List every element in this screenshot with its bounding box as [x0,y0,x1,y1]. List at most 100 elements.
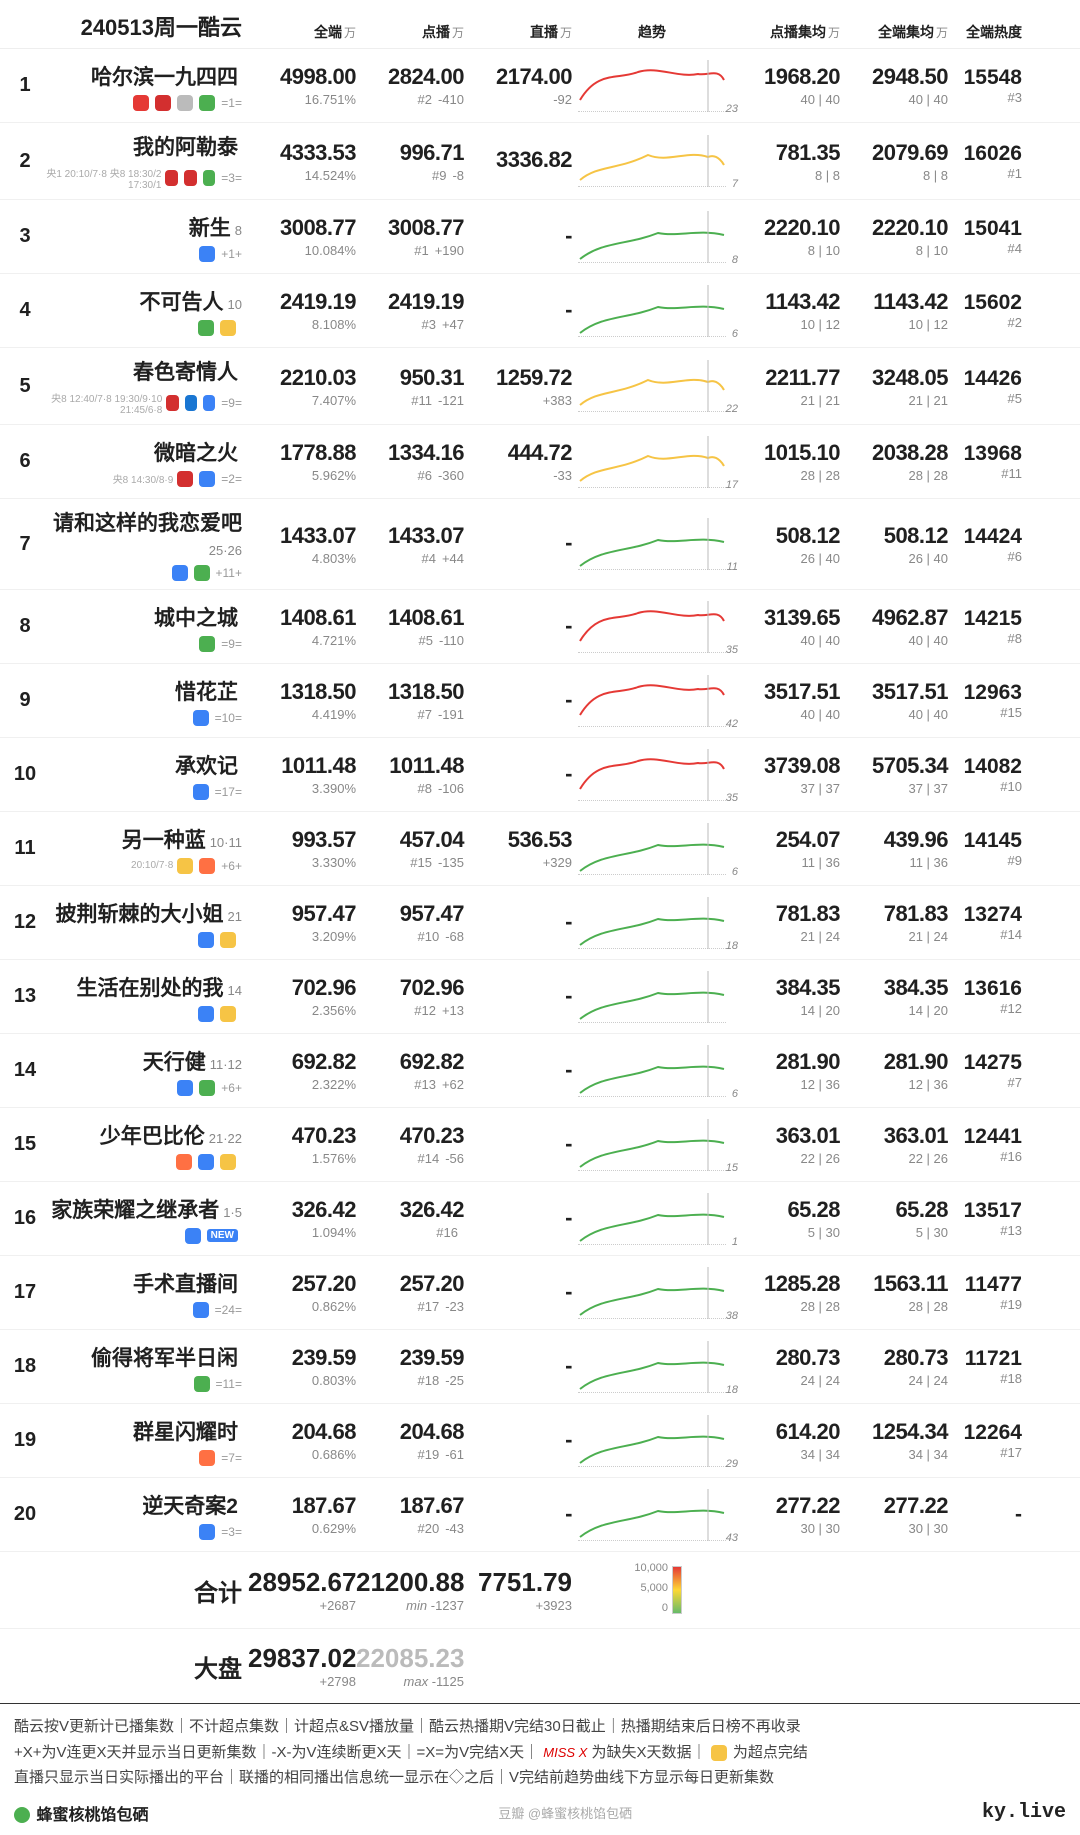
trend-sparkline: 8 [578,211,726,263]
table-row: 5 春色寄情人 央8 12:40/7·8 19:30/9·10 21:45/6·… [0,348,1080,425]
trend-sparkline: 23 [578,60,726,112]
table-row: 11 另一种蓝10·11 20:10/7·8+6+ 993.573.330% 4… [0,812,1080,886]
db-value: 457.04 [356,827,464,853]
dbjj-value: 3739.08 [732,753,840,779]
table-row: 7 请和这样的我恋爱吧25·26 +11+ 1433.074.803% 1433… [0,499,1080,590]
trend-sparkline: 38 [578,1267,726,1319]
heat-value: - [948,1503,1022,1527]
platform-icon [203,170,216,186]
col-db: 点播 [422,24,450,40]
qdjj-value: 2038.28 [840,440,948,466]
heat-value: 11477 [948,1273,1022,1297]
qdjj-value: 5705.34 [840,753,948,779]
trend-sparkline: 35 [578,601,726,653]
rank-number: 9 [8,672,42,729]
market-row: 大盘 29837.02+2798 22085.23max -1125 [0,1629,1080,1703]
heat-value: 13517 [948,1199,1022,1223]
platform-icon [199,1080,215,1096]
db-value: 1408.61 [356,605,464,631]
col-dbjj: 点播集均 [770,24,826,40]
db-value: 957.47 [356,901,464,927]
footer-notes: 酷云按V更新计已播集数｜不计超点集数｜计超点&SV播放量｜酷云热播期V完结30日… [0,1703,1080,1797]
qd-value: 993.57 [248,827,356,853]
zb-value: - [464,909,572,935]
heat-value: 14275 [948,1051,1022,1075]
dbjj-value: 277.22 [732,1493,840,1519]
rank-number: 11 [8,820,42,877]
ranking-table: 240513周一酷云 全端万 点播万 直播万 趋势 点播集均万 全端集均万 全端… [0,0,1080,1703]
heat-value: 14145 [948,829,1022,853]
qd-value: 957.47 [248,901,356,927]
platform-icon [165,170,178,186]
table-row: 2 我的阿勒泰 央1 20:10/7·8 央8 18:30/2 17:30/1=… [0,123,1080,200]
rank-number: 12 [8,894,42,951]
dbjj-value: 280.73 [732,1345,840,1371]
rank-number: 16 [8,1190,42,1247]
show-title: 另一种蓝10·11 [42,824,242,854]
zb-value: - [464,1205,572,1231]
heat-value: 12441 [948,1125,1022,1149]
trend-sparkline: 7 [578,135,726,187]
show-title: 少年巴比伦21·22 [42,1120,242,1150]
zb-value: - [464,223,572,249]
yy-icon [711,1745,727,1761]
db-value: 187.67 [356,1493,464,1519]
trend-sparkline: 18 [578,1341,726,1393]
platform-icon [199,95,215,111]
site-link[interactable]: ky.live [982,1801,1066,1824]
zb-value: - [464,613,572,639]
qdjj-value: 2948.50 [840,64,948,90]
trend-sparkline: 22 [578,360,726,412]
trend-sparkline: 18 [578,897,726,949]
zb-value: - [464,1131,572,1157]
trend-sparkline: 35 [578,749,726,801]
show-title: 请和这样的我恋爱吧25·26 [42,507,242,561]
zb-value: - [464,1057,572,1083]
qdjj-value: 1143.42 [840,289,948,315]
platform-icon [166,395,178,411]
platform-icon [184,170,197,186]
show-status: =11= [216,1377,242,1391]
dbjj-value: 3139.65 [732,605,840,631]
col-qd: 全端 [314,24,342,40]
table-row: 1 哈尔滨一九四四 =1= 4998.0016.751% 2824.00#2-4… [0,49,1080,123]
zb-value: 444.72 [464,440,572,466]
dbjj-value: 384.35 [732,975,840,1001]
trend-sparkline: 42 [578,675,726,727]
zb-value: 2174.00 [464,64,572,90]
qd-value: 1011.48 [248,753,356,779]
qd-value: 3008.77 [248,215,356,241]
qdjj-value: 363.01 [840,1123,948,1149]
qdjj-value: 281.90 [840,1049,948,1075]
db-value: 257.20 [356,1271,464,1297]
trend-sparkline: 1 [578,1193,726,1245]
platform-icon [194,1376,210,1392]
trend-sparkline [578,971,726,1023]
market-db: 22085.23 [356,1643,464,1674]
table-row: 16 家族荣耀之继承者1·5 NEW 326.421.094% 326.42#1… [0,1182,1080,1256]
db-value: 950.31 [356,365,464,391]
qdjj-value: 2079.69 [840,140,948,166]
db-value: 692.82 [356,1049,464,1075]
qd-value: 4998.00 [248,64,356,90]
new-badge: NEW [207,1229,238,1242]
show-status: =3= [221,1525,242,1539]
dbjj-value: 1143.42 [732,289,840,315]
heat-value: 13968 [948,442,1022,466]
qdjj-value: 65.28 [840,1197,948,1223]
table-row: 12 披荆斩棘的大小姐21 957.473.209% 957.47#10-68 … [0,886,1080,960]
rank-number: 19 [8,1412,42,1469]
db-value: 239.59 [356,1345,464,1371]
zb-value: - [464,530,572,556]
db-value: 2419.19 [356,289,464,315]
qdjj-value: 4962.87 [840,605,948,631]
rank-number: 8 [8,598,42,655]
platform-icon [155,95,171,111]
show-status: +11+ [216,566,242,580]
db-value: 1011.48 [356,753,464,779]
rank-number: 2 [8,131,42,191]
table-row: 19 群星闪耀时 =7= 204.680.686% 204.68#19-61 -… [0,1404,1080,1478]
table-row: 6 微暗之火 央8 14:30/8·9=2= 1778.885.962% 133… [0,425,1080,499]
db-value: 1433.07 [356,523,464,549]
table-row: 13 生活在别处的我14 702.962.356% 702.96#12+13 -… [0,960,1080,1034]
